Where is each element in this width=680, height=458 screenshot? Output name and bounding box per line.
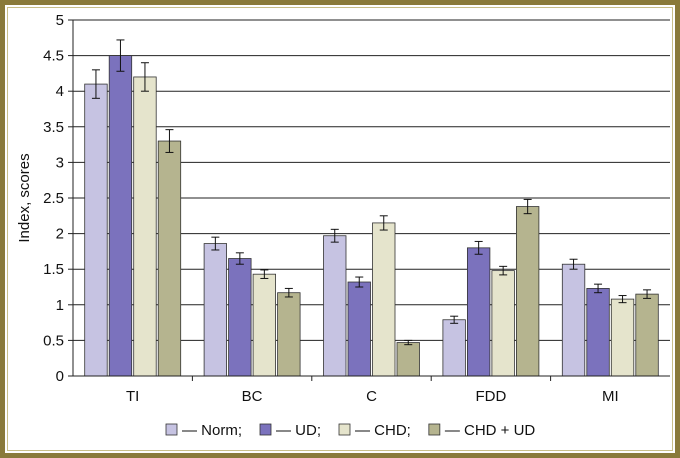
y-tick-label: 5 (56, 12, 64, 29)
legend-swatch (428, 423, 441, 436)
y-tick-label: 3 (56, 154, 64, 171)
y-tick-label: 2 (56, 226, 64, 243)
legend-swatch (259, 423, 272, 436)
bar (396, 342, 420, 377)
bar (347, 281, 371, 377)
bar (491, 270, 515, 377)
y-tick-label: 0.5 (43, 332, 64, 349)
y-tick-label: 4.5 (43, 48, 64, 65)
y-tick-label: 1.5 (43, 261, 64, 278)
y-tick-label: 4 (56, 83, 64, 100)
bar (610, 298, 635, 377)
x-category-label: BC (242, 388, 263, 405)
legend-label: — CHD; (355, 422, 411, 439)
x-category-label: FDD (475, 388, 506, 405)
y-axis-label: Index, scores (16, 153, 33, 242)
bar (203, 243, 228, 377)
y-tick-label: 3.5 (43, 119, 64, 136)
bar (157, 140, 182, 377)
bar (277, 292, 301, 377)
x-category-label: TI (126, 388, 139, 405)
bar (442, 319, 466, 377)
bar (466, 247, 491, 377)
legend-label: — UD; (276, 422, 321, 439)
legend-swatch (165, 423, 178, 436)
bar (586, 288, 610, 377)
bar-series (84, 55, 659, 377)
bar (108, 55, 133, 377)
y-tick-label: 0 (56, 368, 64, 385)
axes (72, 20, 670, 381)
bar (252, 273, 277, 377)
bar (561, 263, 586, 377)
bar (228, 258, 252, 377)
y-tick-label: 1 (56, 297, 64, 314)
bar (516, 206, 540, 377)
legend-label: — CHD + UD (445, 422, 536, 439)
bar (323, 235, 347, 377)
x-category-label: C (366, 388, 377, 405)
x-axis-categories: TI BC C FDD MI (126, 388, 619, 405)
bar (133, 76, 157, 377)
chart-inner-border (7, 7, 673, 451)
legend-label: — Norm; (182, 422, 242, 439)
error-bars (91, 39, 652, 346)
bar (84, 83, 108, 377)
legend-swatch (338, 423, 351, 436)
legend: — Norm; — UD; — CHD; — CHD + UD (165, 422, 536, 439)
bar (372, 222, 396, 377)
y-axis-ticks: 0 0.5 1 1.5 2 2.5 3 3.5 4 4.5 5 (43, 12, 73, 385)
x-category-label: MI (602, 388, 619, 405)
bar (635, 293, 659, 377)
y-tick-label: 2.5 (43, 190, 64, 207)
